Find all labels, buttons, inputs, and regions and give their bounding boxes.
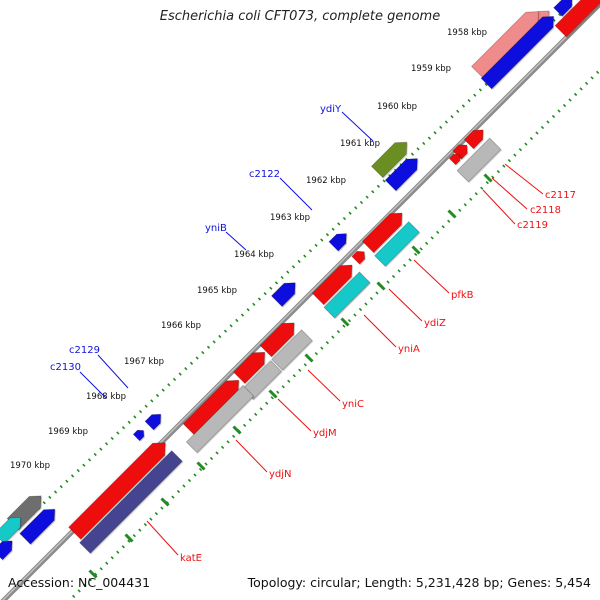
major-tick [483,173,493,183]
feature-ydjN-grey[interactable] [185,384,255,454]
kbp-tick-label: 1969 kbp [48,427,88,437]
ydiY-leader [341,111,374,142]
kbp-tick-label: 1966 kbp [161,321,201,331]
feature-red-topright[interactable] [554,0,600,38]
feature-blue-leftedge[interactable] [0,540,13,561]
major-tick [447,209,457,219]
gene-label-ydiZ[interactable]: ydiZ [424,318,446,329]
gene-label-c2118[interactable]: c2118 [530,205,561,216]
feature-blue-large[interactable] [480,15,555,90]
feature-ydiY[interactable] [370,141,408,179]
ydjN-leader [235,439,268,473]
kbp-tick-label: 1962 kbp [306,176,346,186]
kbp-tick-label: 1960 kbp [377,102,417,112]
ydjM-leader [277,398,312,432]
feature-ydiZ[interactable] [311,264,353,306]
gene-label-c2119[interactable]: c2119 [517,220,548,231]
pfkB-leader [413,259,450,294]
gene-label-ydjN[interactable]: ydjN [269,469,292,480]
c2119-leader [482,189,516,225]
gene-label-yniB[interactable]: yniB [205,223,227,234]
feature-blue-top[interactable] [553,0,573,17]
feature-grey-c2117[interactable] [456,137,502,183]
feature-c2119[interactable] [448,153,461,166]
feature-katE-navy[interactable] [79,450,183,554]
feature-c2122[interactable] [328,233,347,252]
feature-c2117[interactable] [463,129,484,150]
major-tick [196,461,206,471]
feature-cyan-left[interactable] [0,516,22,545]
gene-label-c2130[interactable]: c2130 [50,362,81,373]
major-tick [340,317,350,327]
gene-label-yniC[interactable]: yniC [342,399,364,410]
gene-label-ydjM[interactable]: ydjM [313,428,337,439]
yniB-leader [225,231,247,251]
major-tick [376,281,386,291]
kbp-tick-label: 1959 kbp [411,64,451,74]
c2118-leader [491,177,528,210]
outer-tick-track [0,0,578,547]
gene-label-c2117[interactable]: c2117 [545,190,576,201]
yniC-leader [307,369,341,402]
kbp-tick-label: 1963 kbp [270,213,310,223]
kbp-tick-label: 1967 kbp [124,357,164,367]
feature-yniB[interactable] [270,282,296,308]
kbp-tick-label: 1964 kbp [234,250,274,260]
gene-label-c2122[interactable]: c2122 [249,169,280,180]
feature-ydjM[interactable] [233,351,266,384]
c2130-leader [79,371,107,399]
gene-label-yniA[interactable]: yniA [398,344,420,355]
major-tick [232,425,242,435]
map-title: Escherichia coli CFT073, complete genome [159,9,441,24]
kbp-tick-label: 1968 kbp [86,392,126,402]
major-tick [160,497,170,507]
feature-pfkB[interactable] [361,212,403,254]
major-tick [268,389,278,399]
major-tick [304,353,314,363]
gene-label-ydiY[interactable]: ydiY [320,104,342,115]
feature-yniC-grey[interactable] [271,329,313,371]
c2129-leader [97,354,129,389]
c2122-leader [279,177,313,211]
feature-c2130[interactable] [132,429,145,442]
inner-tick-track [67,67,600,600]
kbp-tick-label: 1961 kbp [340,139,380,149]
feature-yniC[interactable] [259,322,295,358]
major-tick [88,569,98,579]
major-tick [411,245,421,255]
feature-ydiY-blue[interactable] [384,158,418,192]
feature-pfkB-cyan[interactable] [374,221,420,267]
feature-blue-left[interactable] [19,508,56,545]
feature-c2118[interactable] [452,144,468,160]
feature-c2129[interactable] [144,413,162,431]
gene-label-pfkB[interactable]: pfkB [451,290,474,301]
yniA-leader [363,314,397,348]
genome-summary-text: Topology: circular; Length: 5,231,428 bp… [247,575,591,590]
feature-yniA[interactable] [323,271,371,319]
feature-katE[interactable] [68,442,166,540]
ydiZ-leader [388,288,423,322]
gene-label-katE[interactable]: katE [180,553,202,564]
accession-text: Accession: NC_004431 [8,575,151,590]
feature-small-red[interactable] [351,250,366,265]
kbp-tick-label: 1965 kbp [197,286,237,296]
katE-leader [146,520,179,556]
major-tick [124,533,134,543]
kbp-tick-label: 1958 kbp [447,28,487,38]
gene-label-c2129[interactable]: c2129 [69,345,100,356]
c2117-leader [504,163,544,195]
kbp-tick-label: 1970 kbp [10,461,50,471]
